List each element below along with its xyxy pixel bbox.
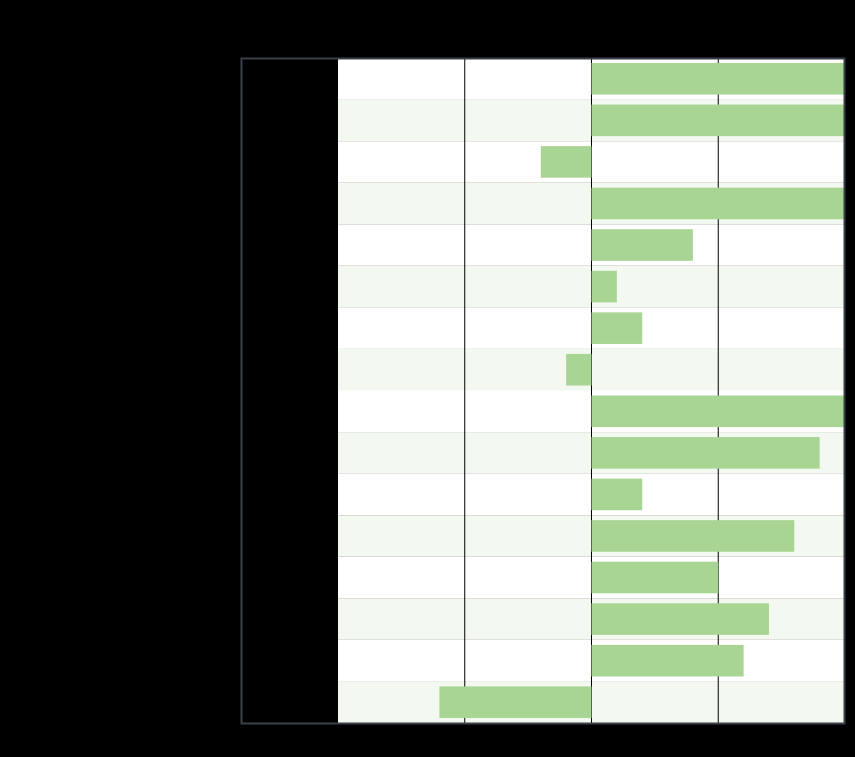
bar: [591, 603, 769, 635]
bar: [591, 561, 719, 594]
bar: [591, 104, 845, 137]
bar: [591, 437, 820, 469]
bar: [591, 395, 845, 428]
bar: [566, 353, 592, 386]
label-area: [241, 58, 338, 723]
bar: [591, 270, 617, 303]
bar: [591, 187, 845, 220]
bar: [591, 312, 643, 344]
bar: [591, 520, 795, 552]
bar: [591, 62, 845, 95]
bar: [591, 229, 693, 261]
bar: [591, 644, 744, 677]
plot-area: [241, 58, 845, 723]
bar: [591, 478, 643, 511]
bar: [540, 146, 592, 178]
plot-frame: [240, 57, 846, 725]
bar: [439, 686, 592, 719]
